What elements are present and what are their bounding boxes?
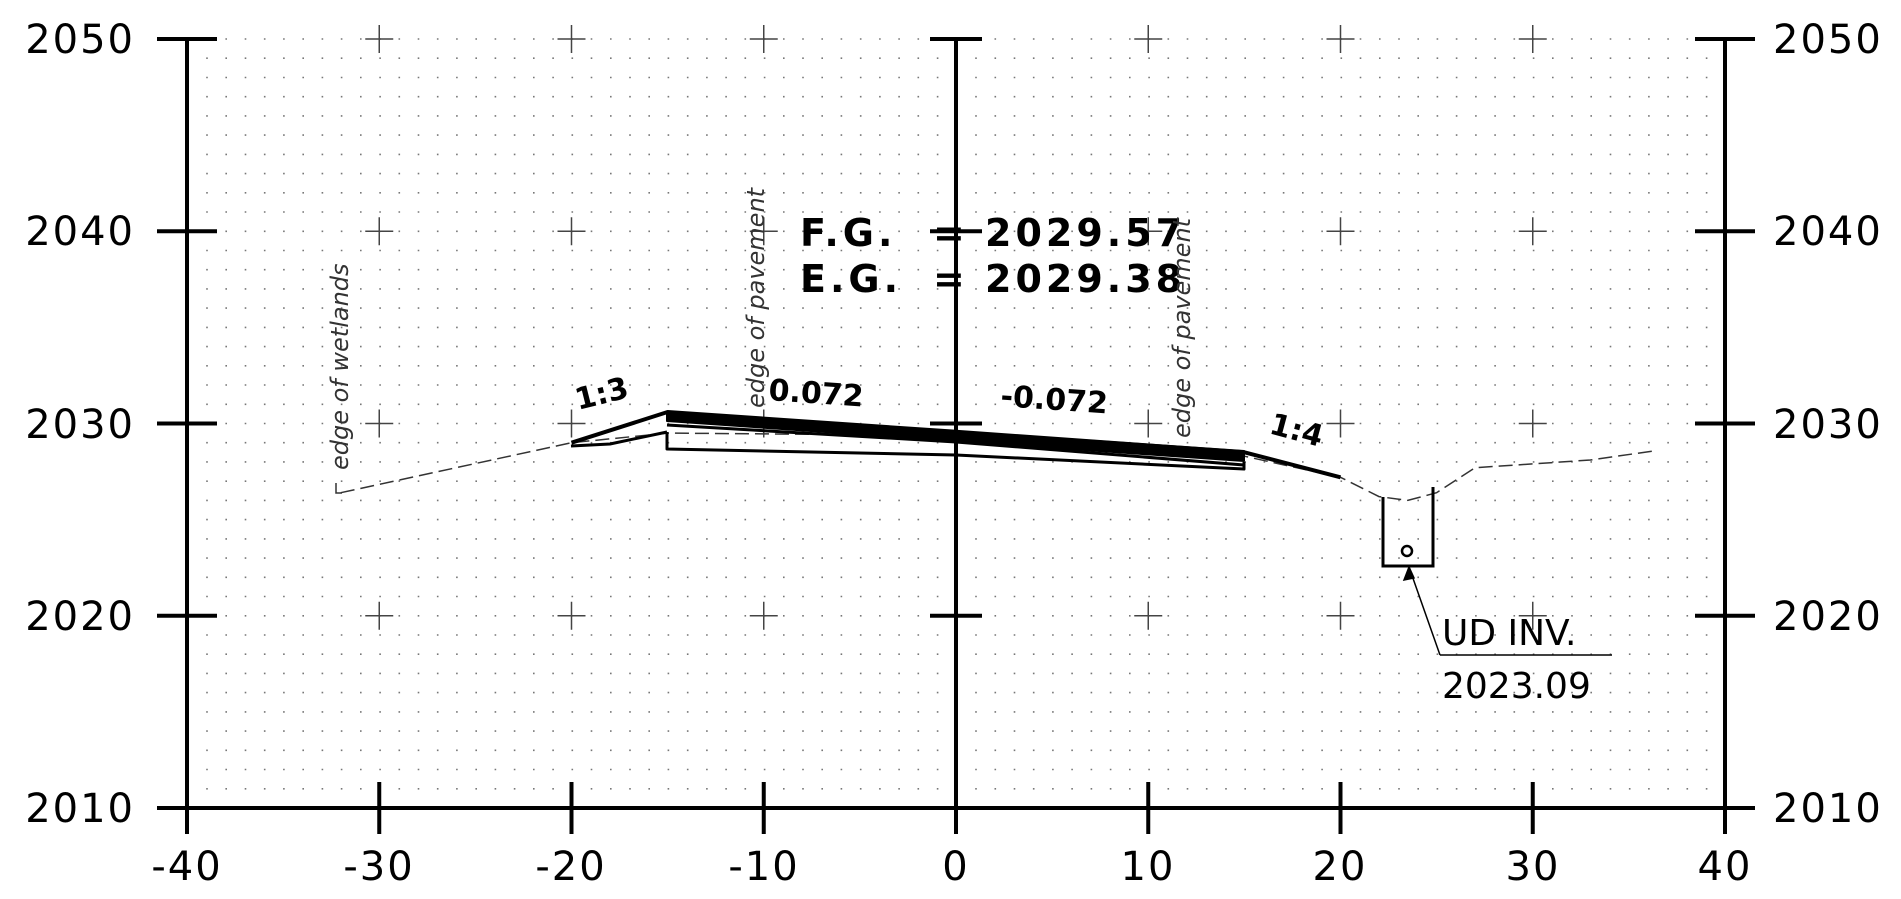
- leader-line: [1408, 566, 1441, 656]
- grid-cross: [749, 25, 778, 53]
- pavement-note-left: edge of pavement: [742, 186, 770, 408]
- x-tick-label: -40: [151, 844, 222, 890]
- x-tick-label: -30: [343, 844, 414, 890]
- y-tick-label: 2040: [25, 209, 135, 255]
- underdrain-value: 2023.09: [1442, 666, 1591, 707]
- y-tick-label: 2040: [1773, 209, 1883, 255]
- leader-arrowhead: [1402, 565, 1416, 582]
- y-tick-label: 2030: [1773, 402, 1883, 448]
- wetlands-note-tick: [335, 483, 342, 494]
- trench-outline: [1381, 487, 1435, 568]
- grid-cross: [1134, 25, 1163, 53]
- grid-cross: [1518, 601, 1547, 630]
- grid-cross: [1518, 217, 1547, 246]
- grid-cross: [557, 217, 586, 246]
- x-tick-label: 10: [1121, 844, 1176, 890]
- y-tick-label: 2020: [1773, 594, 1883, 640]
- underdrain-trench: [1381, 487, 1435, 568]
- grid-cross: [365, 25, 394, 53]
- proposed-section: [570, 410, 1342, 480]
- pavement-base-bottom: [665, 432, 1246, 471]
- underdrain-leader: [1402, 565, 1612, 656]
- grid-cross: [365, 601, 394, 630]
- y-tick-label: 2020: [25, 594, 135, 640]
- x-tick-label: 30: [1506, 844, 1561, 890]
- x-tick-label: -20: [535, 844, 606, 890]
- y-tick-label: 2010: [25, 786, 135, 832]
- eg-value: 2029.38: [985, 257, 1186, 301]
- y-tick-labels-right: 2010 2020 2030 2040 2050: [1773, 17, 1883, 832]
- grid-cross: [1134, 601, 1163, 630]
- eg-equals: =: [933, 257, 969, 301]
- x-tick-label: 0: [942, 844, 969, 890]
- x-tick-labels: -40 -30 -20 -10 0 10 20 30 40: [151, 844, 1753, 890]
- y-tick-label: 2050: [1773, 17, 1883, 63]
- grid-crosses: [365, 25, 1547, 630]
- y-tick-labels-left: 2010 2020 2030 2040 2050: [25, 17, 135, 832]
- grid-cross: [749, 217, 778, 246]
- grid-cross: [365, 409, 394, 438]
- left-lane-slope-label: 0.072: [767, 373, 864, 415]
- left-slope-label: 1:3: [571, 371, 632, 418]
- left-shoulder-subgrade: [570, 430, 668, 448]
- grid-cross: [1518, 25, 1547, 53]
- x-tick-label: 40: [1698, 844, 1753, 890]
- underdrain-pipe: [1400, 544, 1414, 558]
- wetlands-note: edge of wetlands: [326, 263, 354, 470]
- pavement-note-right: edge of pavement: [1168, 216, 1196, 438]
- fg-label: F.G.: [800, 211, 896, 255]
- grid-cross: [1134, 217, 1163, 246]
- grid-cross: [557, 601, 586, 630]
- grid-cross: [1326, 25, 1355, 53]
- y-tick-label: 2030: [25, 402, 135, 448]
- x-tick-label: 20: [1313, 844, 1368, 890]
- fg-equals: =: [933, 211, 969, 255]
- right-lane-slope-label: -0.072: [999, 379, 1109, 421]
- grid-cross: [1134, 409, 1163, 438]
- underdrain-label: UD INV.: [1442, 613, 1577, 654]
- pavement-base-top: [666, 423, 1245, 467]
- grid-cross: [749, 601, 778, 630]
- grid-cross: [557, 25, 586, 53]
- grid-cross: [1518, 409, 1547, 438]
- grid-cross: [1326, 217, 1355, 246]
- grid-cross: [557, 409, 586, 438]
- grid-cross: [1326, 601, 1355, 630]
- y-tick-label: 2050: [25, 17, 135, 63]
- x-tick-label: -10: [728, 844, 799, 890]
- fg-value: 2029.57: [985, 211, 1186, 255]
- axis-ticks: [157, 37, 1755, 834]
- right-slope-label: 1:4: [1266, 407, 1327, 455]
- y-tick-label: 2010: [1773, 786, 1883, 832]
- grid-cross: [1326, 409, 1355, 438]
- pavement-surface: [666, 411, 1245, 462]
- eg-label: E.G.: [800, 257, 902, 301]
- grid-cross: [365, 217, 394, 246]
